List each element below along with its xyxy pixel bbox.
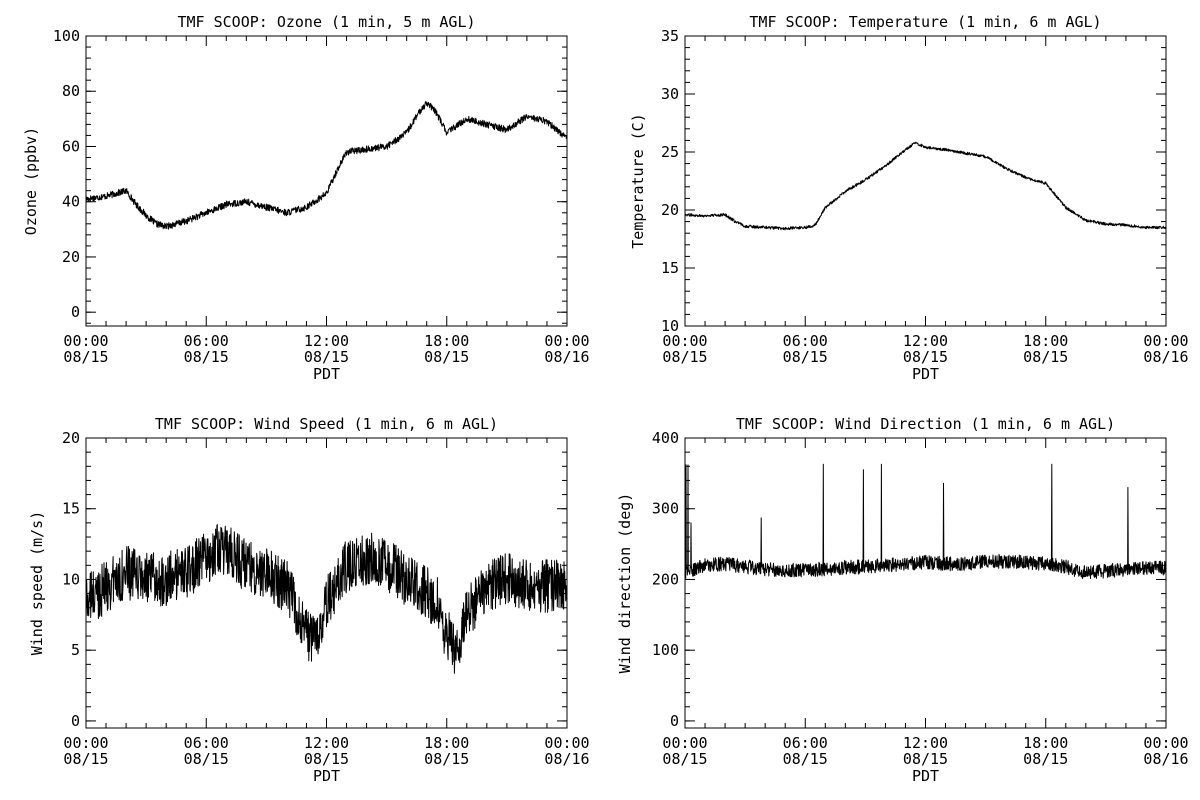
temperature-xtick-date-label: 08/15	[903, 348, 948, 366]
temperature-series-line	[684, 141, 1167, 231]
wind-speed-ytick-label: 15	[62, 500, 80, 518]
wind-speed-ytick-label: 10	[62, 570, 80, 588]
temperature-ytick-label: 15	[661, 259, 679, 277]
temperature-xtick-date-label: 08/15	[1023, 348, 1068, 366]
ozone-ytick-label: 60	[62, 137, 80, 155]
temperature-xtick-time-label: 12:00	[903, 332, 948, 350]
wind-direction-xtick-time-label: 18:00	[1023, 734, 1068, 752]
wind-direction-ytick-label: 400	[652, 429, 679, 447]
ozone-chart-title: TMF SCOOP: Ozone (1 min, 5 m AGL)	[177, 13, 475, 31]
ozone-xtick-time-label: 06:00	[184, 332, 229, 350]
wind-speed-xtick-date-label: 08/15	[304, 750, 349, 768]
wind-direction-x-axis-label: PDT	[912, 767, 939, 785]
wind-speed-xtick-date-label: 08/15	[424, 750, 469, 768]
wind-direction-xtick-time-label: 00:00	[1143, 734, 1188, 752]
temperature-ytick-label: 10	[661, 317, 679, 335]
wind-direction-panel: TMF SCOOP: Wind Direction (1 min, 6 m AG…	[616, 415, 1189, 785]
wind-direction-y-axis-label: Wind direction (deg)	[616, 493, 634, 674]
wind-speed-xtick-time-label: 12:00	[304, 734, 349, 752]
ozone-xtick-date-label: 08/16	[544, 348, 589, 366]
temperature-ytick-label: 30	[661, 85, 679, 103]
temperature-plot-frame	[684, 35, 1167, 327]
temperature-x-axis-label: PDT	[912, 365, 939, 383]
wind-direction-xtick-date-label: 08/16	[1143, 750, 1188, 768]
wind-direction-xtick-date-label: 08/15	[1023, 750, 1068, 768]
ozone-xtick-time-label: 00:00	[63, 332, 108, 350]
temperature-xtick-date-label: 08/15	[783, 348, 828, 366]
wind-speed-ytick-label: 20	[62, 429, 80, 447]
temperature-ytick-label: 20	[661, 201, 679, 219]
wind-speed-ytick-label: 0	[71, 712, 80, 730]
wind-direction-ytick-label: 0	[670, 712, 679, 730]
temperature-chart-title: TMF SCOOP: Temperature (1 min, 6 m AGL)	[749, 13, 1101, 31]
wind-speed-xtick-date-label: 08/15	[63, 750, 108, 768]
wind-speed-x-axis-label: PDT	[313, 767, 340, 785]
wind-direction-xtick-time-label: 12:00	[903, 734, 948, 752]
wind-direction-xtick-date-label: 08/15	[783, 750, 828, 768]
ozone-xtick-date-label: 08/15	[184, 348, 229, 366]
temperature-panel: TMF SCOOP: Temperature (1 min, 6 m AGL) 1…	[629, 13, 1189, 383]
wind-speed-xtick-date-label: 08/15	[184, 750, 229, 768]
temperature-ytick-label: 35	[661, 27, 679, 45]
ozone-ytick-label: 0	[71, 303, 80, 321]
wind-direction-ytick-label: 300	[652, 500, 679, 518]
wind-direction-plot-frame	[684, 437, 1167, 729]
wind-speed-xtick-time-label: 18:00	[424, 734, 469, 752]
ozone-xtick-time-label: 12:00	[304, 332, 349, 350]
wind-speed-series-line	[85, 524, 568, 674]
ozone-plot-frame	[85, 35, 568, 327]
ozone-ytick-label: 80	[62, 82, 80, 100]
ozone-panel: TMF SCOOP: Ozone (1 min, 5 m AGL) 0 20 40 60…	[22, 13, 590, 383]
temperature-ytick-label: 25	[661, 143, 679, 161]
ozone-xtick-time-label: 18:00	[424, 332, 469, 350]
ozone-xtick-date-label: 08/15	[63, 348, 108, 366]
wind-speed-xtick-time-label: 00:00	[63, 734, 108, 752]
ozone-xtick-time-label: 00:00	[544, 332, 589, 350]
wind-direction-series-line	[684, 463, 1167, 579]
ozone-xtick-date-label: 08/15	[304, 348, 349, 366]
temperature-xtick-time-label: 18:00	[1023, 332, 1068, 350]
wind-direction-xtick-date-label: 08/15	[903, 750, 948, 768]
wind-direction-xtick-time-label: 00:00	[662, 734, 707, 752]
ozone-xtick-date-label: 08/15	[424, 348, 469, 366]
temperature-xtick-time-label: 00:00	[662, 332, 707, 350]
temperature-xtick-date-label: 08/15	[662, 348, 707, 366]
ozone-series-line	[85, 101, 568, 230]
wind-direction-chart-title: TMF SCOOP: Wind Direction (1 min, 6 m AG…	[736, 415, 1115, 433]
wind-direction-ytick-label: 200	[652, 570, 679, 588]
wind-speed-xtick-time-label: 06:00	[184, 734, 229, 752]
ozone-ytick-label: 100	[53, 27, 80, 45]
temperature-xtick-date-label: 08/16	[1143, 348, 1188, 366]
temperature-y-axis-label: Temperature (C)	[629, 113, 647, 248]
wind-speed-y-axis-label: Wind speed (m/s)	[28, 511, 46, 656]
ozone-ytick-label: 20	[62, 248, 80, 266]
wind-direction-xtick-date-label: 08/15	[662, 750, 707, 768]
wind-speed-ytick-label: 5	[71, 641, 80, 659]
wind-speed-chart-title: TMF SCOOP: Wind Speed (1 min, 6 m AGL)	[155, 415, 498, 433]
ozone-x-axis-label: PDT	[313, 365, 340, 383]
temperature-xtick-time-label: 06:00	[783, 332, 828, 350]
wind-speed-panel: TMF SCOOP: Wind Speed (1 min, 6 m AGL) 0 5…	[28, 415, 590, 785]
temperature-xtick-time-label: 00:00	[1143, 332, 1188, 350]
wind-speed-xtick-time-label: 00:00	[544, 734, 589, 752]
wind-direction-ytick-label: 100	[652, 641, 679, 659]
ozone-ytick-label: 40	[62, 193, 80, 211]
wind-direction-xtick-time-label: 06:00	[783, 734, 828, 752]
ozone-y-axis-label: Ozone (ppbv)	[22, 127, 40, 235]
wind-speed-xtick-date-label: 08/16	[544, 750, 589, 768]
